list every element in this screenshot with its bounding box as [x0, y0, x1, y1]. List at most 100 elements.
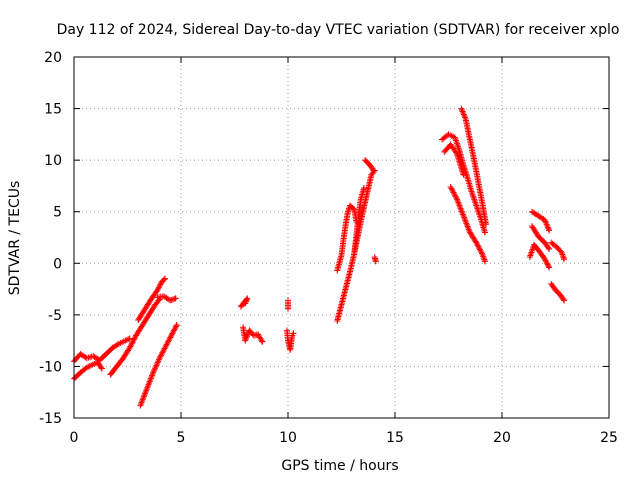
series-arc-11	[334, 167, 378, 325]
data-point	[168, 296, 175, 303]
series-arc-24	[548, 280, 568, 304]
data-point	[452, 193, 459, 200]
data-point	[560, 296, 567, 303]
data-point	[97, 364, 104, 371]
series-arc-3	[107, 296, 163, 378]
x-axis-label: GPS time / hours	[281, 458, 398, 474]
data-point	[166, 335, 173, 342]
data-point	[140, 393, 147, 400]
data-point	[476, 245, 483, 252]
data-point	[546, 227, 553, 234]
series-arc-21	[528, 223, 553, 252]
data-point	[172, 295, 179, 302]
data-point	[259, 338, 266, 345]
data-point	[460, 111, 467, 118]
data-point	[258, 337, 265, 344]
series-arc-15	[371, 254, 379, 265]
data-point	[160, 276, 167, 283]
y-axis-label: SDTVAR / TECUs	[7, 181, 23, 296]
data-point	[461, 215, 468, 222]
data-point	[450, 189, 457, 196]
data-point	[158, 352, 165, 359]
data-point	[458, 107, 465, 114]
y-tick-label: -5	[48, 308, 62, 324]
data-point	[158, 351, 165, 358]
series-arc-23	[548, 239, 568, 263]
data-point	[458, 105, 465, 112]
data-point	[160, 346, 167, 353]
data-point	[476, 246, 483, 253]
data-point	[122, 337, 129, 344]
data-point	[154, 359, 161, 366]
grid-layer	[74, 57, 609, 418]
data-point	[545, 225, 552, 232]
data-point	[541, 256, 548, 263]
data-point	[460, 109, 467, 116]
series-arc-18	[458, 105, 489, 228]
data-point	[462, 114, 469, 121]
data-point	[451, 190, 458, 197]
data-point	[561, 297, 568, 304]
data-point	[125, 336, 132, 343]
data-point	[453, 149, 460, 156]
data-point	[543, 219, 550, 226]
data-point	[163, 341, 170, 348]
series-arc-7	[237, 295, 251, 310]
data-point	[463, 221, 470, 228]
data-point	[543, 260, 550, 267]
data-point	[128, 342, 135, 349]
series-arc-5	[154, 293, 179, 304]
data-point	[459, 108, 466, 115]
data-point	[150, 368, 157, 375]
y-tick-label: 10	[44, 153, 62, 169]
data-point	[242, 336, 249, 343]
data-point	[159, 349, 166, 356]
data-point	[147, 377, 154, 384]
data-point	[545, 263, 552, 270]
x-tick-label: 15	[386, 430, 404, 446]
data-point	[466, 227, 473, 234]
data-point	[127, 343, 134, 350]
data-point	[123, 336, 130, 343]
data-point	[543, 221, 550, 228]
data-point	[544, 224, 551, 231]
y-tick-label: -10	[39, 359, 62, 375]
data-point	[155, 356, 162, 363]
data-point	[98, 365, 105, 372]
data-point	[160, 348, 167, 355]
data-point	[161, 345, 168, 352]
data-point	[447, 183, 454, 190]
data-point	[152, 365, 159, 372]
data-point	[157, 353, 164, 360]
data-point	[150, 369, 157, 376]
data-point	[449, 186, 456, 193]
data-point	[474, 241, 481, 248]
data-point	[128, 340, 135, 347]
data-point	[543, 258, 550, 265]
data-point	[290, 330, 297, 337]
data-point	[165, 337, 172, 344]
series-arc-9	[285, 297, 291, 312]
data-point	[244, 331, 251, 338]
series-arc-14	[351, 184, 367, 256]
series-arc-4	[135, 275, 168, 324]
data-point	[144, 383, 151, 390]
data-point	[153, 362, 160, 369]
data-point	[165, 338, 172, 345]
series-arc-12	[362, 157, 377, 174]
data-point	[156, 282, 163, 289]
data-point	[460, 171, 467, 178]
data-point	[243, 334, 250, 341]
data-point	[479, 250, 486, 257]
data-point	[369, 166, 376, 173]
data-point	[453, 194, 460, 201]
data-point	[164, 340, 171, 347]
data-point	[372, 258, 379, 265]
data-point	[455, 199, 462, 206]
data-point	[448, 185, 455, 192]
data-point	[85, 363, 92, 370]
series-arc-17	[441, 141, 467, 178]
data-point	[168, 331, 175, 338]
series-arc-10	[283, 327, 297, 353]
data-point	[285, 305, 291, 312]
